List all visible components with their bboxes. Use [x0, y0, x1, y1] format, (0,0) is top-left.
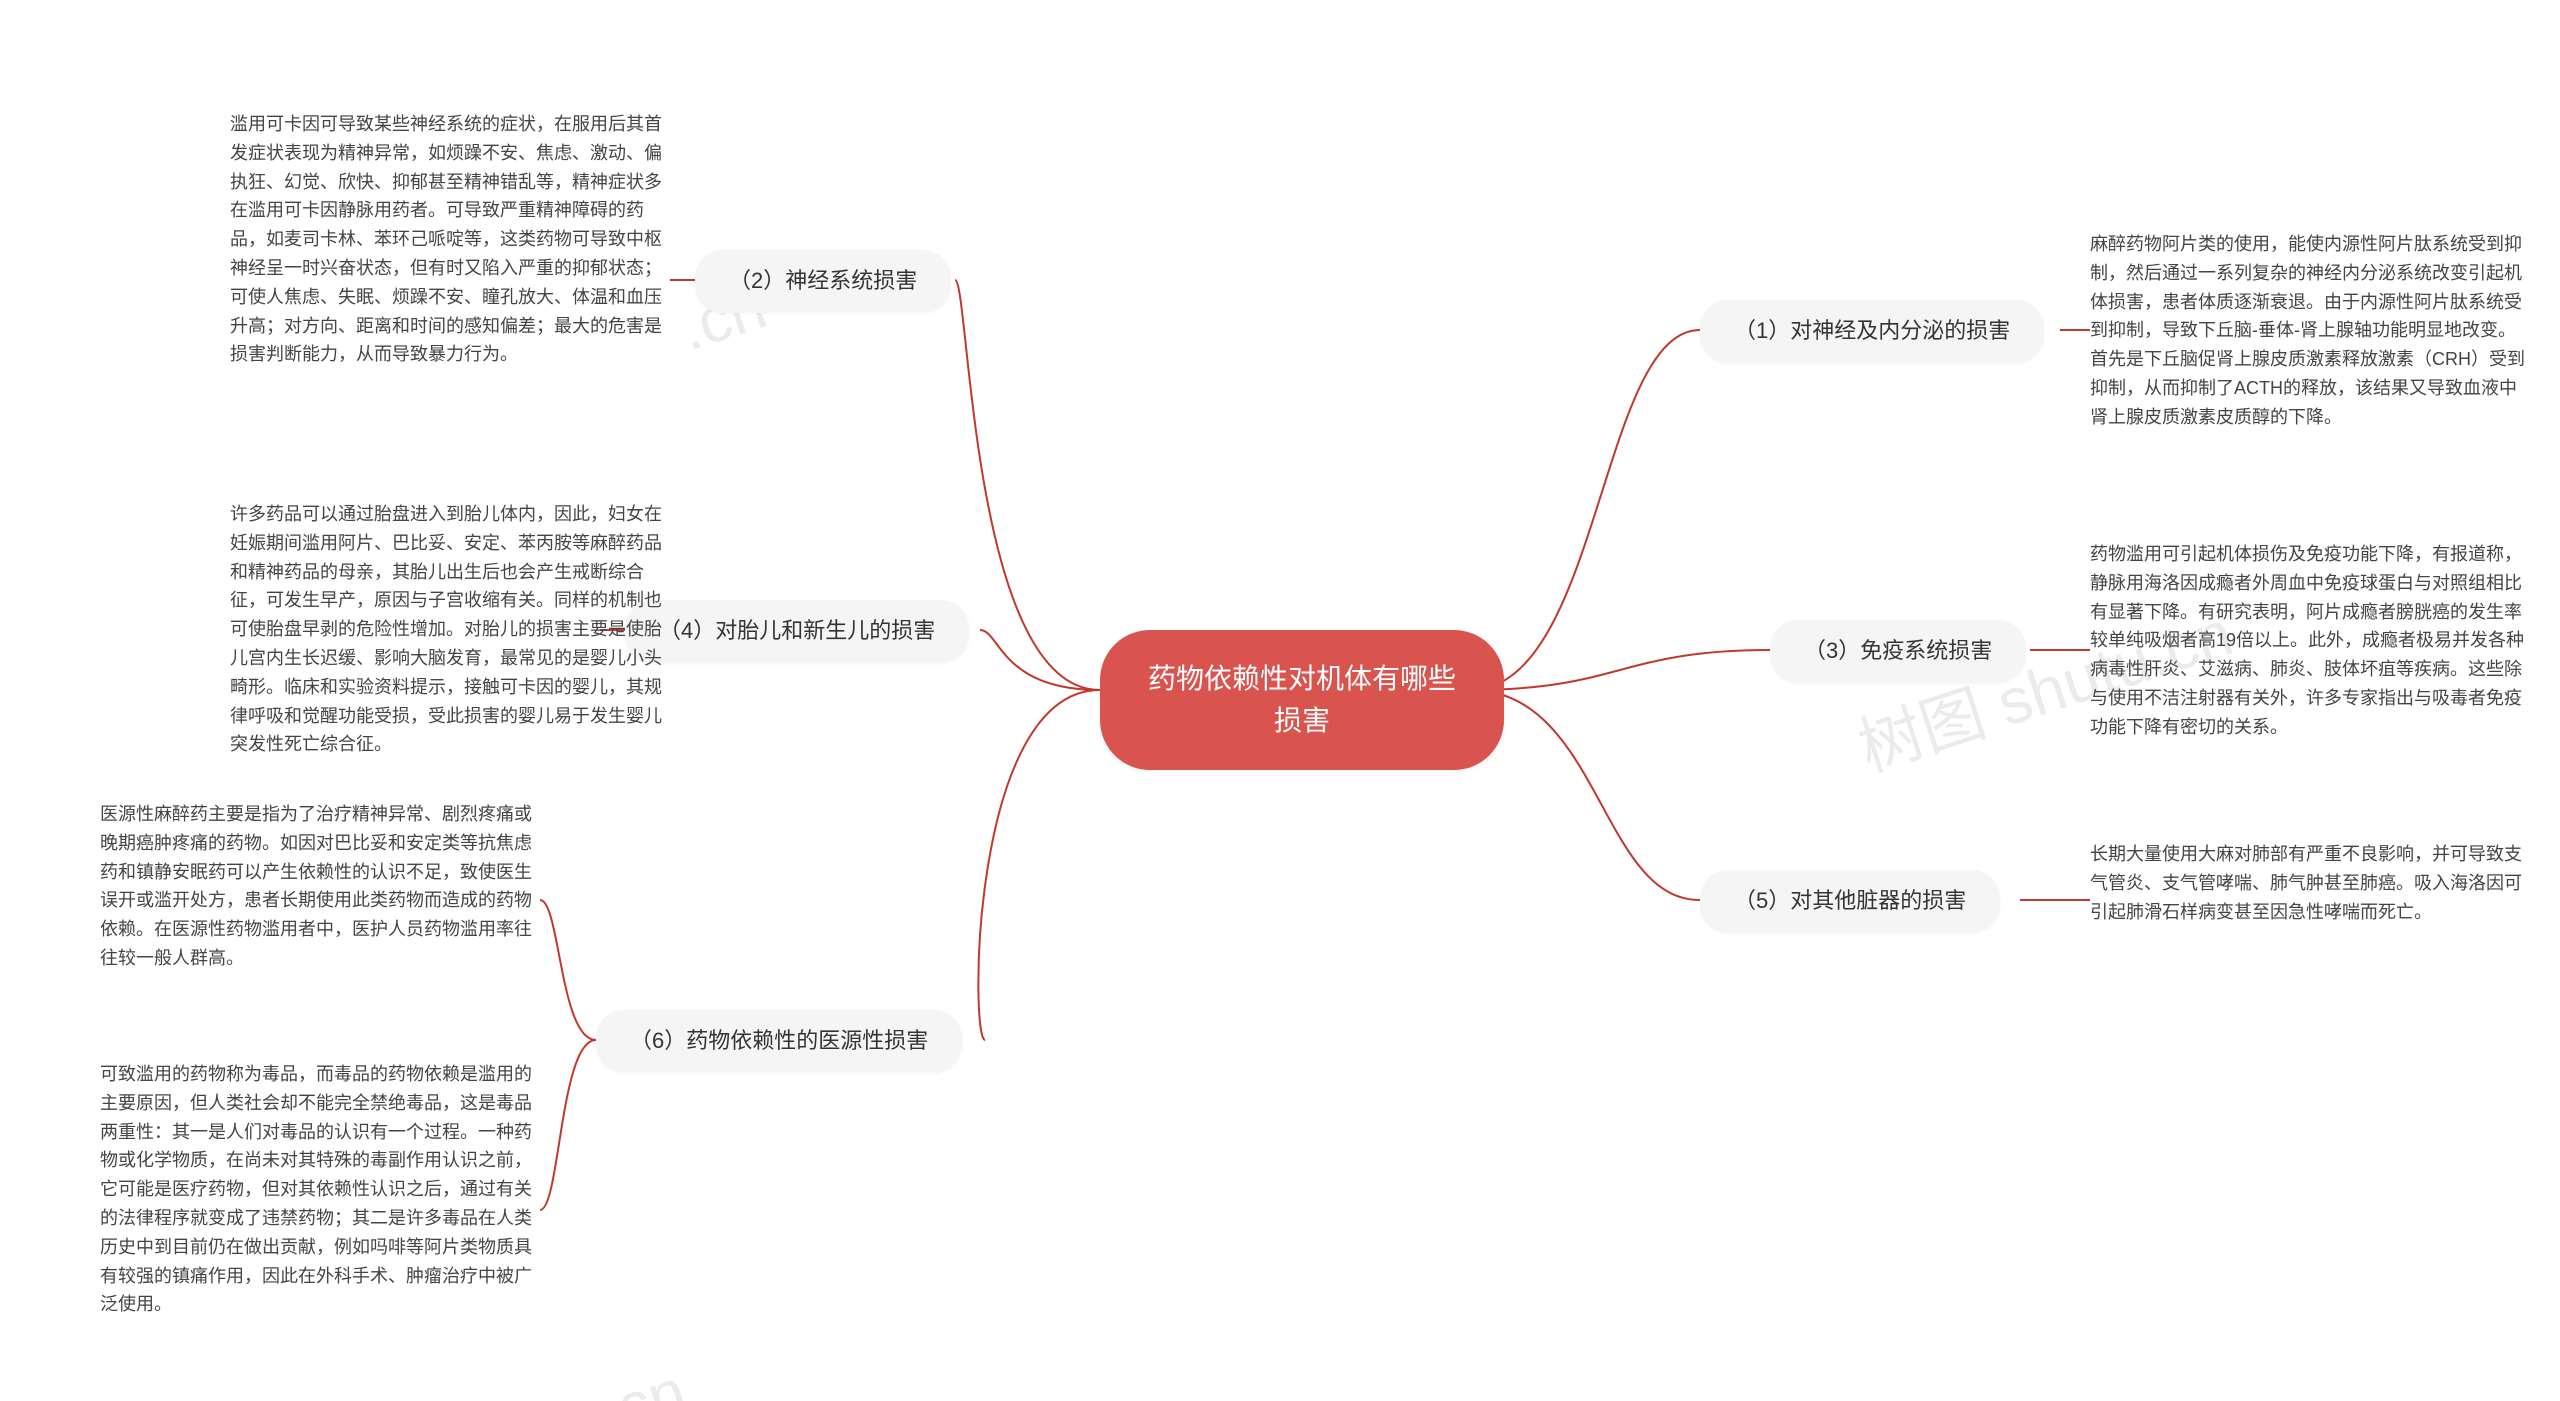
- center-node[interactable]: 药物依赖性对机体有哪些 损害: [1100, 630, 1504, 770]
- branch-label: （6）药物依赖性的医源性损害: [630, 1028, 928, 1053]
- center-label-line2: 损害: [1148, 700, 1456, 742]
- branch-label: （3）免疫系统损害: [1804, 638, 1992, 663]
- branch-node-4[interactable]: （4）对胎儿和新生儿的损害: [625, 600, 969, 663]
- desc-node-5: 长期大量使用大麻对肺部有严重不良影响，并可导致支气管炎、支气管哮喘、肺气肿甚至肺…: [2090, 840, 2530, 926]
- mindmap-canvas: .cn 树图 shutu.cn .cn 药物依赖性对机体有哪些 损害: [0, 0, 2560, 1401]
- branch-node-3[interactable]: （3）免疫系统损害: [1770, 620, 2026, 683]
- desc-node-4: 许多药品可以通过胎盘进入到胎儿体内，因此，妇女在妊娠期间滥用阿片、巴比妥、安定、…: [230, 500, 670, 759]
- center-label-line1: 药物依赖性对机体有哪些: [1148, 658, 1456, 700]
- desc-node-2: 滥用可卡因可导致某些神经系统的症状，在服用后其首发症状表现为精神异常，如烦躁不安…: [230, 110, 670, 369]
- desc-text: 药物滥用可引起机体损伤及免疫功能下降，有报道称，静脉用海洛因成瘾者外周血中免疫球…: [2090, 544, 2524, 737]
- desc-node-1: 麻醉药物阿片类的使用，能使内源性阿片肽系统受到抑制，然后通过一系列复杂的神经内分…: [2090, 230, 2530, 432]
- desc-text: 长期大量使用大麻对肺部有严重不良影响，并可导致支气管炎、支气管哮喘、肺气肿甚至肺…: [2090, 844, 2522, 922]
- desc-node-3: 药物滥用可引起机体损伤及免疫功能下降，有报道称，静脉用海洛因成瘾者外周血中免疫球…: [2090, 540, 2530, 742]
- branch-label: （2）神经系统损害: [729, 268, 917, 293]
- branch-label: （5）对其他脏器的损害: [1734, 888, 1966, 913]
- desc-text: 许多药品可以通过胎盘进入到胎儿体内，因此，妇女在妊娠期间滥用阿片、巴比妥、安定、…: [230, 504, 662, 754]
- branch-label: （1）对神经及内分泌的损害: [1734, 318, 2010, 343]
- desc-text: 麻醉药物阿片类的使用，能使内源性阿片肽系统受到抑制，然后通过一系列复杂的神经内分…: [2090, 234, 2525, 427]
- branch-node-2[interactable]: （2）神经系统损害: [695, 250, 951, 313]
- desc-node-6b: 可致滥用的药物称为毒品，而毒品的药物依赖是滥用的主要原因，但人类社会却不能完全禁…: [100, 1060, 540, 1319]
- branch-node-6[interactable]: （6）药物依赖性的医源性损害: [596, 1010, 962, 1073]
- desc-text: 滥用可卡因可导致某些神经系统的症状，在服用后其首发症状表现为精神异常，如烦躁不安…: [230, 114, 662, 364]
- desc-node-6a: 医源性麻醉药主要是指为了治疗精神异常、剧烈疼痛或晚期癌肿疼痛的药物。如因对巴比妥…: [100, 800, 540, 973]
- branch-node-5[interactable]: （5）对其他脏器的损害: [1700, 870, 2000, 933]
- branch-label: （4）对胎儿和新生儿的损害: [659, 618, 935, 643]
- watermark-text: .cn: [591, 1355, 694, 1401]
- branch-node-1[interactable]: （1）对神经及内分泌的损害: [1700, 300, 2044, 363]
- desc-text: 医源性麻醉药主要是指为了治疗精神异常、剧烈疼痛或晚期癌肿疼痛的药物。如因对巴比妥…: [100, 804, 532, 968]
- watermark: .cn: [591, 1354, 695, 1401]
- desc-text: 可致滥用的药物称为毒品，而毒品的药物依赖是滥用的主要原因，但人类社会却不能完全禁…: [100, 1064, 532, 1314]
